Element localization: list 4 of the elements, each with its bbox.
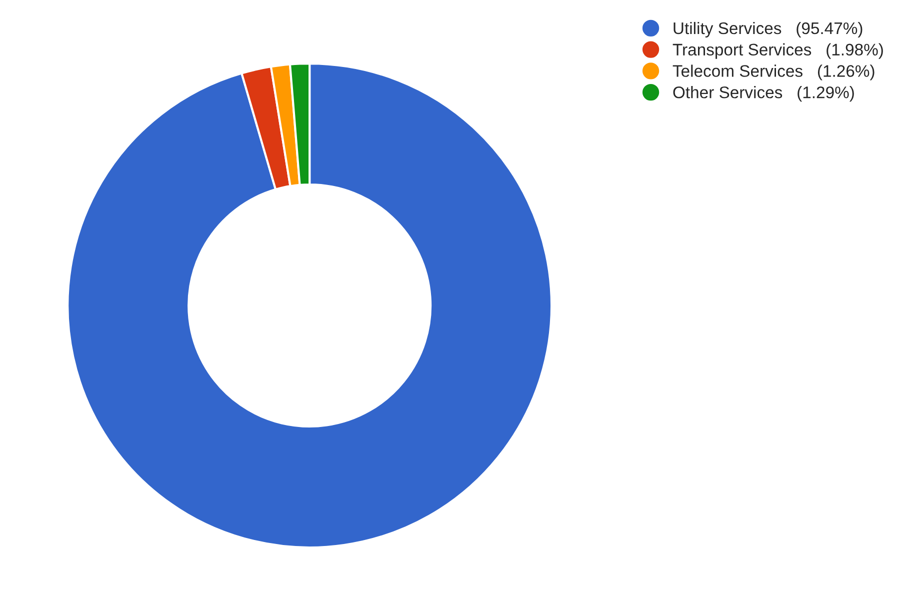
- legend-label: Telecom Services (1.26%): [672, 64, 874, 80]
- legend-label: Transport Services (1.98%): [672, 43, 883, 59]
- legend-label: Other Services (1.29%): [673, 86, 854, 102]
- legend-label: Utility Services (95.47%): [674, 22, 862, 38]
